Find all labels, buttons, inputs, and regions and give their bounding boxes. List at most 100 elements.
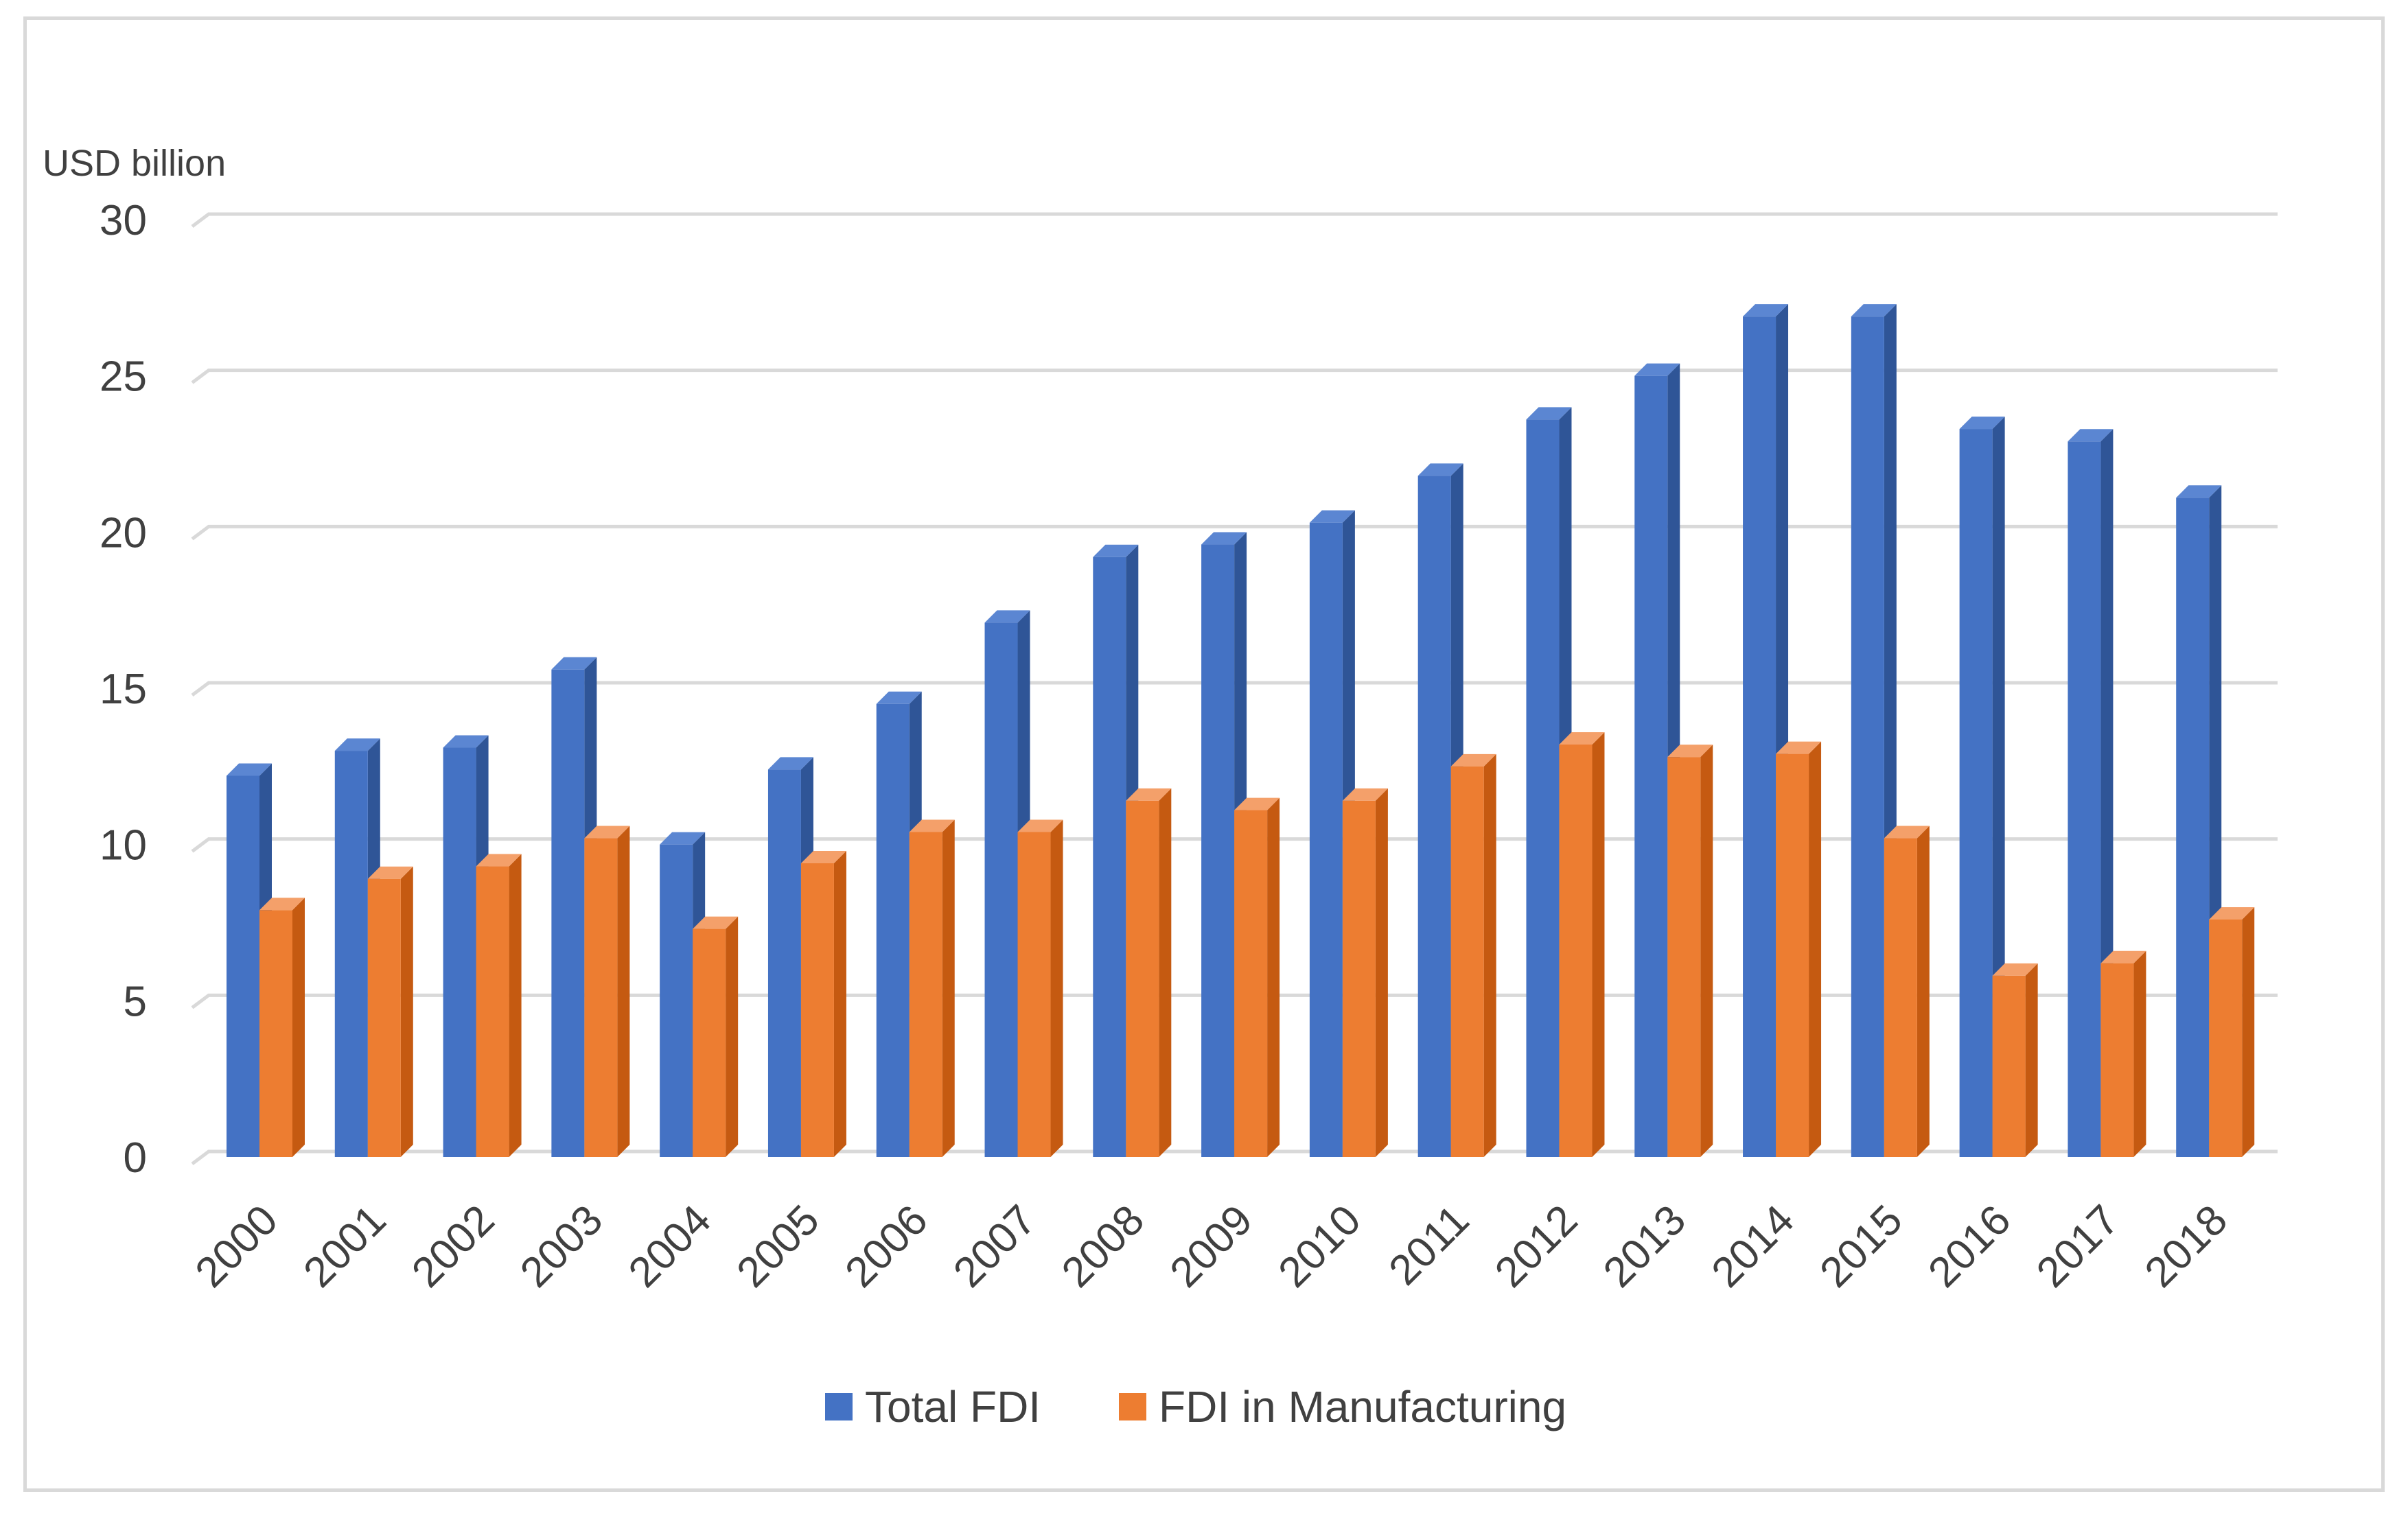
y-axis: 0 5 10 15 20 25 30 [100,197,147,1182]
y-tick-label: 20 [100,509,147,557]
bar-front [1776,753,1809,1157]
bar-top [1309,510,1355,523]
bar-front [334,751,368,1157]
bar-top [1743,304,1789,317]
gridline [191,369,2278,384]
bar-side [1267,797,1280,1157]
bar-top [334,738,380,751]
legend-swatch [1119,1393,1146,1420]
bar-front [1417,476,1451,1157]
bar-side [1483,753,1496,1157]
bar-fdi-manufacturing [1017,819,1063,1157]
bar-side [1592,732,1605,1157]
bar-fdi-manufacturing [1342,788,1388,1157]
x-tick-label: 2009 [1161,1196,1262,1296]
bar-top [1234,797,1280,810]
y-tick-label: 25 [100,353,147,401]
bar-top [2209,907,2255,920]
bar-total-fdi [334,738,380,1157]
bar-front [1201,544,1235,1157]
bar-front [1851,316,1884,1157]
x-tick-label: 2016 [1919,1196,2019,1296]
bar-front [1234,810,1268,1157]
x-tick-label: 2012 [1486,1196,1586,1296]
x-tick-label: 2011 [1380,1196,1479,1294]
x-tick-label: 2015 [1811,1196,1911,1296]
bar-top [1093,544,1139,557]
bar-top [227,763,272,776]
bar-top [443,735,489,748]
bar-top [1992,963,2038,976]
bar-fdi-manufacturing [2209,907,2255,1157]
bars [227,304,2255,1158]
y-tick-label: 5 [124,978,147,1025]
bar-side [2133,950,2146,1157]
bar-front [1126,800,1159,1157]
bar-front [1450,766,1484,1157]
bar-fdi-manufacturing [1776,741,1822,1157]
bar-fdi-manufacturing [2100,950,2146,1157]
x-tick-label: 2008 [1053,1196,1153,1296]
bar-top [1559,732,1605,745]
bar-front [227,775,259,1157]
bar-top [660,832,706,845]
bar-fdi-manufacturing [1667,745,1713,1157]
x-tick-label: 2017 [2028,1196,2128,1296]
bar-front [800,863,834,1157]
bar-front [1342,800,1376,1157]
bar-side [1050,819,1063,1157]
bar-side [1809,741,1822,1157]
bar-side [1700,745,1713,1157]
bar-side [617,826,630,1157]
bar-front [1667,757,1701,1157]
bar-side [942,819,955,1157]
bar-fdi-manufacturing [800,850,846,1157]
bar-top [876,691,922,704]
bar-fdi-manufacturing [1234,797,1280,1157]
bar-front [1634,375,1668,1157]
legend: Total FDI FDI in Manufacturing [825,1382,1566,1431]
bar-fdi-manufacturing [367,866,413,1157]
bar-top [984,610,1030,623]
bar-front [1017,832,1051,1157]
bar-fdi-manufacturing [1559,732,1605,1157]
bar-top [259,898,305,911]
bar-top [584,826,630,839]
bar-front [693,928,726,1157]
bar-front [909,832,942,1157]
bar-front [1992,975,2026,1157]
gridline [191,212,2278,228]
x-tick-label: 2004 [620,1196,720,1296]
y-axis-unit-label: USD billion [43,143,226,184]
bar-front [476,866,509,1157]
bar-top [2100,950,2146,963]
bar-top [551,657,597,670]
bar-front [984,622,1018,1157]
bar-front [2209,919,2243,1157]
bar-side [400,866,413,1157]
bar-fdi-manufacturing [1884,826,1930,1157]
legend-item-fdi-manufacturing: FDI in Manufacturing [1119,1382,1566,1431]
bar-side [1159,788,1172,1157]
x-axis: 2000 2001 2002 2003 2004 2005 2006 2007 2008 2009… [187,1196,2237,1296]
y-tick-label: 15 [100,666,147,713]
bar-top [2176,485,2222,498]
y-tick-label: 30 [100,197,147,244]
bar-front [767,769,801,1157]
bar-top [1851,304,1897,317]
bar-top [1017,819,1063,832]
bar-top [1126,788,1172,801]
bar-fdi-manufacturing [259,898,305,1157]
bar-top [1201,532,1247,545]
bar-side [2242,907,2255,1157]
y-tick-label: 10 [100,822,147,869]
bar-side [2025,963,2038,1157]
bar-front [1559,744,1593,1157]
bar-front [2068,441,2101,1158]
x-tick-label: 2018 [2136,1196,2236,1296]
bar-front [443,747,476,1157]
bar-fdi-manufacturing [1126,788,1172,1157]
bar-top [1634,363,1680,376]
bar-top [1526,407,1572,420]
x-tick-label: 2002 [403,1196,503,1296]
